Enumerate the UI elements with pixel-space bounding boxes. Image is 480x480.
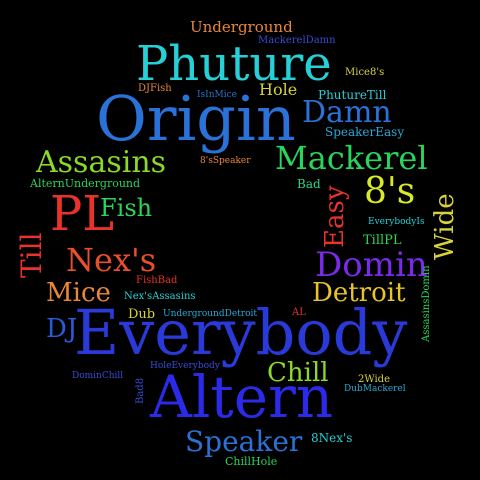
word-underground: Underground xyxy=(190,18,293,36)
word-8s: 8's xyxy=(364,171,416,212)
word-mice8s: Mice8's xyxy=(345,67,385,78)
word-al: AL xyxy=(292,307,306,318)
word-assasinsdomin: AssasinsDomin xyxy=(421,265,432,342)
word-speakereasy: SpeakerEasy xyxy=(325,125,405,139)
word-detroit: Detroit xyxy=(312,278,406,308)
word-fishbad: FishBad xyxy=(136,275,178,286)
word-dubmackerel: DubMackerel xyxy=(344,384,406,394)
word-everybodyis: EverybodyIs xyxy=(368,217,425,227)
word-8nexs: 8Nex's xyxy=(311,431,353,445)
word-mice: Mice xyxy=(46,278,111,308)
word-fish: Fish xyxy=(100,194,153,222)
word-alternunderground: AlternUnderground xyxy=(30,177,141,190)
word-easy: Easy xyxy=(320,185,350,248)
word-dj: DJ xyxy=(46,314,78,344)
word-bad: Bad xyxy=(297,177,321,191)
word-everybody: Everybody xyxy=(74,296,408,369)
word-origin: Origin xyxy=(96,82,296,155)
word-mackerel: Mackerel xyxy=(275,139,428,177)
word-mackereldamn: MackerelDamn xyxy=(258,35,336,46)
word-domin: Domin xyxy=(315,245,428,285)
word-bad8: Bad8 xyxy=(135,377,146,404)
word-chill: Chill xyxy=(267,358,329,388)
word-assasins: Assasins xyxy=(36,145,167,180)
word-2wide: 2Wide xyxy=(358,374,390,385)
word-nexsassasins: Nex'sAssasins xyxy=(124,291,196,302)
word-dub: Dub xyxy=(128,307,156,322)
word-djfish: DJFish xyxy=(138,83,172,94)
word-phuturetill: PhutureTill xyxy=(318,88,387,102)
word-phuture: Phuture xyxy=(136,36,332,92)
word-speaker: Speaker xyxy=(185,425,303,458)
word-isinmice: IsInMice xyxy=(197,90,237,100)
word-altern: Altern xyxy=(150,363,334,431)
word-nexs: Nex's xyxy=(66,241,157,279)
word-undergrounddetroit: UndergroundDetroit xyxy=(163,309,257,319)
word-8sspeaker: 8'sSpeaker xyxy=(200,156,251,166)
word-wide: Wide xyxy=(430,193,460,260)
word-tillpl: TillPL xyxy=(363,233,402,248)
word-till: Till xyxy=(15,232,48,278)
word-holeeverybody: HoleEverybody xyxy=(150,361,220,371)
word-hole: Hole xyxy=(259,80,298,99)
word-dominchill: DominChill xyxy=(72,371,124,381)
word-chillhole: ChillHole xyxy=(225,455,278,468)
word-damn: Damn xyxy=(302,95,392,130)
word-pl: PL xyxy=(50,186,115,242)
